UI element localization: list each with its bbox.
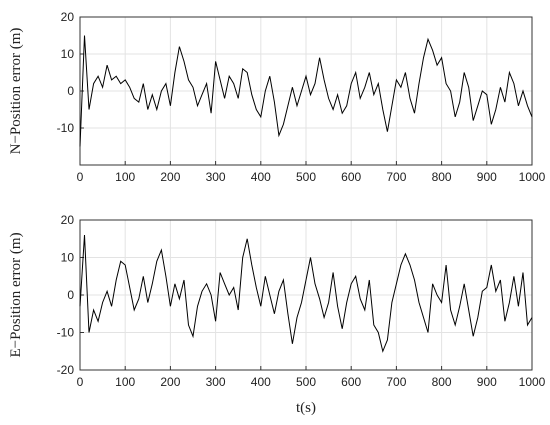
x-tick-label: 0: [77, 375, 84, 389]
x-tick-label: 800: [432, 375, 452, 389]
x-tick-label: 100: [115, 170, 135, 184]
x-tick-label: 400: [251, 375, 271, 389]
y-tick-label: 20: [61, 10, 75, 24]
x-tick-label: 700: [386, 375, 406, 389]
axes-frame: [79, 219, 533, 371]
x-tick-label: 900: [477, 375, 497, 389]
y-tick-label: 20: [61, 213, 75, 227]
x-tick-label: 1000: [519, 170, 546, 184]
x-tick-label: 500: [296, 170, 316, 184]
x-tick-label: 300: [206, 170, 226, 184]
y-tick-label: -10: [57, 326, 75, 340]
y-axis-label: E−Position error (m): [8, 232, 24, 357]
y-tick-label: 10: [61, 251, 75, 265]
y-tick-label: 0: [67, 288, 74, 302]
x-tick-label: 200: [160, 170, 180, 184]
data-line: [79, 234, 533, 353]
x-tick-label: 600: [341, 170, 361, 184]
y-axis-label: N−Position error (m): [8, 28, 24, 155]
x-tick-label: 800: [432, 170, 452, 184]
x-tick-label: 900: [477, 170, 497, 184]
y-tick-label: 0: [67, 84, 74, 98]
x-tick-label: 400: [251, 170, 271, 184]
y-tick-label: -20: [57, 363, 75, 377]
x-tick-label: 600: [341, 375, 361, 389]
x-tick-label: 0: [77, 170, 84, 184]
y-tick-label: -10: [57, 121, 75, 135]
x-tick-label: 300: [206, 375, 226, 389]
x-tick-label: 500: [296, 375, 316, 389]
y-tick-label: 10: [61, 47, 75, 61]
x-tick-label: 700: [386, 170, 406, 184]
axes-frame: [79, 16, 533, 166]
data-line: [79, 35, 533, 147]
x-axis-label: t(s): [296, 400, 316, 416]
x-tick-label: 200: [160, 375, 180, 389]
x-tick-label: 1000: [519, 375, 546, 389]
x-tick-label: 100: [115, 375, 135, 389]
